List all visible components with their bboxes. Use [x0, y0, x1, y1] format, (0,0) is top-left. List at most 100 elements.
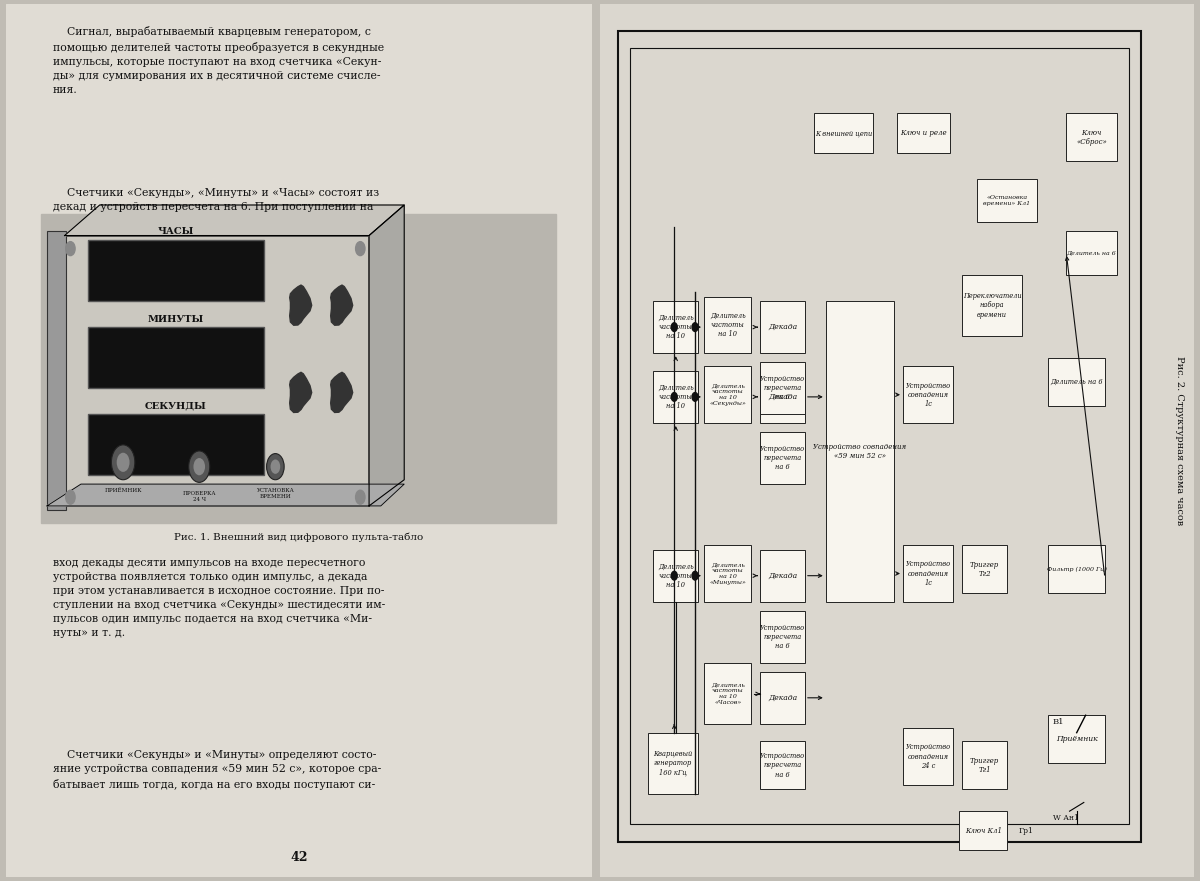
Bar	[1049, 545, 1105, 593]
Circle shape	[112, 445, 134, 480]
Circle shape	[671, 393, 677, 401]
Text: СЕКУНДЫ: СЕКУНДЫ	[145, 402, 206, 411]
Text: Гр1: Гр1	[1019, 827, 1033, 835]
Bar	[618, 31, 1140, 841]
Text: Рис. 2. Структурная схема часов: Рис. 2. Структурная схема часов	[1175, 356, 1183, 525]
Bar	[41, 214, 557, 523]
Circle shape	[66, 490, 76, 504]
Text: Делитель на 6: Делитель на 6	[1067, 250, 1116, 255]
Text: Делитель
частоты
на 10
«Минуты»: Делитель частоты на 10 «Минуты»	[709, 562, 746, 585]
Bar	[704, 545, 751, 602]
Text: Декада: Декада	[768, 393, 797, 401]
Text: Сигнал, вырабатываемый кварцевым генератором, с
помощью делителей частоты преобр: Сигнал, вырабатываемый кварцевым генерат…	[53, 26, 384, 95]
Circle shape	[692, 393, 698, 401]
Bar	[898, 114, 950, 152]
Bar	[761, 432, 805, 485]
Text: Счетчики «Секунды», «Минуты» и «Часы» состоят из
декад и устройств пересчета на : Счетчики «Секунды», «Минуты» и «Часы» со…	[53, 188, 379, 211]
Bar	[654, 550, 698, 602]
Text: Триггер
Тг1: Триггер Тг1	[970, 757, 1000, 774]
Circle shape	[193, 458, 205, 476]
Bar	[1067, 231, 1117, 275]
Bar	[1049, 715, 1105, 763]
Bar	[959, 811, 1007, 850]
Circle shape	[270, 460, 281, 474]
Text: Кварцевый
генератор
160 кГц: Кварцевый генератор 160 кГц	[653, 750, 692, 776]
Bar	[902, 545, 954, 602]
Bar	[761, 362, 805, 414]
Bar	[88, 240, 264, 301]
Bar	[962, 545, 1007, 593]
Bar	[761, 301, 805, 353]
Circle shape	[266, 454, 284, 480]
Polygon shape	[331, 285, 353, 325]
Text: Устройство
совпадения
1с: Устройство совпадения 1с	[906, 381, 950, 408]
Bar	[814, 114, 874, 152]
Bar	[826, 301, 894, 602]
Circle shape	[66, 241, 76, 255]
Bar	[761, 611, 805, 663]
Text: Ключ Кл1: Ключ Кл1	[965, 826, 1002, 835]
Text: Декада: Декада	[768, 323, 797, 331]
Text: Устройство совпадения
«59 мин 52 с»: Устройство совпадения «59 мин 52 с»	[814, 443, 906, 460]
Bar	[1049, 358, 1105, 405]
Bar	[704, 366, 751, 423]
Text: ЧАСЫ: ЧАСЫ	[157, 227, 194, 236]
Bar	[962, 742, 1007, 789]
Text: Устройство
пересчета
на 6: Устройство пересчета на 6	[760, 445, 805, 471]
Bar	[47, 231, 66, 510]
Text: Устройство
пересчета
на 6: Устройство пересчета на 6	[760, 624, 805, 650]
Text: Делитель
частоты
на 10: Делитель частоты на 10	[658, 384, 694, 410]
Polygon shape	[289, 373, 312, 412]
Bar	[977, 179, 1037, 223]
Bar	[88, 327, 264, 389]
Bar	[88, 414, 264, 476]
Text: вход декады десяти импульсов на входе пересчетного
устройства появляется только : вход декады десяти импульсов на входе пе…	[53, 559, 385, 638]
Polygon shape	[65, 205, 404, 235]
Bar	[902, 729, 954, 785]
Circle shape	[116, 453, 130, 472]
Text: Ключ
«Сброс»: Ключ «Сброс»	[1076, 129, 1106, 146]
Text: 1 ч.: 1 ч.	[193, 441, 205, 447]
Polygon shape	[47, 485, 404, 506]
Text: «Остановка
времени» Кл1: «Остановка времени» Кл1	[983, 196, 1031, 206]
Text: УСТАНОВКА
ВРЕМЕНИ: УСТАНОВКА ВРЕМЕНИ	[257, 488, 294, 500]
Text: Делитель
частоты
на 10: Делитель частоты на 10	[658, 314, 694, 340]
Text: Устройство
пересчета
на 6: Устройство пересчета на 6	[760, 375, 805, 402]
Polygon shape	[289, 285, 312, 325]
Text: ПРИЁМНИК: ПРИЁМНИК	[104, 488, 142, 493]
Text: Ключ и реле: Ключ и реле	[900, 129, 947, 137]
Circle shape	[671, 572, 677, 580]
Polygon shape	[370, 205, 404, 506]
Text: Триггер
Тг2: Триггер Тг2	[970, 560, 1000, 578]
Circle shape	[692, 322, 698, 331]
Bar	[761, 742, 805, 789]
Text: W Ан1: W Ан1	[1052, 814, 1079, 822]
Bar	[648, 733, 698, 794]
Bar	[962, 275, 1021, 336]
Text: Переключатели
набора
времени: Переключатели набора времени	[962, 292, 1021, 319]
Circle shape	[692, 572, 698, 580]
Bar	[654, 301, 698, 353]
Text: Устройство
пересчета
на 6: Устройство пересчета на 6	[760, 752, 805, 779]
Text: Счетчики «Секунды» и «Минуты» определяют состо-
яние устройства совпадения «59 м: Счетчики «Секунды» и «Минуты» определяют…	[53, 750, 382, 789]
Text: Приёмник: Приёмник	[1056, 736, 1098, 744]
Bar	[761, 371, 805, 423]
Text: Делитель
частоты
на 10: Делитель частоты на 10	[710, 312, 745, 338]
Circle shape	[355, 241, 365, 255]
Text: вкл.: вкл.	[116, 435, 130, 440]
Circle shape	[671, 322, 677, 331]
Text: Декада: Декада	[768, 572, 797, 580]
Bar	[761, 550, 805, 602]
Text: ПРОВЕРКА
24 Ч: ПРОВЕРКА 24 Ч	[182, 491, 216, 502]
Text: 42: 42	[290, 850, 307, 863]
Text: Декада: Декада	[768, 694, 797, 702]
Bar	[65, 235, 370, 506]
Bar	[1067, 114, 1117, 161]
Text: B1: B1	[1052, 718, 1064, 726]
Text: Делитель
частоты
на 10
«Секунды»: Делитель частоты на 10 «Секунды»	[709, 383, 746, 406]
Text: Делитель на 6: Делитель на 6	[1050, 378, 1103, 386]
Polygon shape	[331, 373, 353, 412]
Circle shape	[188, 451, 210, 483]
Text: К внешней цепи: К внешней цепи	[815, 129, 872, 137]
Bar	[654, 371, 698, 423]
